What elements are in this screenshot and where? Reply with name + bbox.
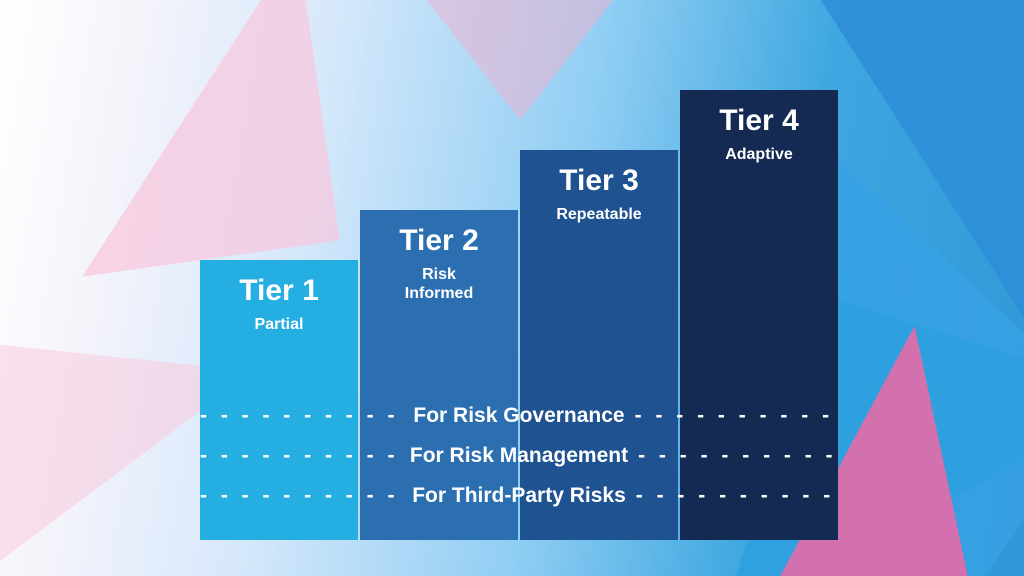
tier-bar-subtitle: Risk Informed (405, 265, 473, 303)
caption-dashes-right: - - - - - - - - - - - - - - - - - - - - … (636, 484, 838, 508)
tier-bars: Tier 1 Partial Tier 2 Risk Informed Tier 3 Re… (200, 90, 838, 540)
caption-dashes-left: - - - - - - - - - - - - - - - - - - - - … (200, 484, 402, 508)
tier-bar-title: Tier 1 (239, 274, 319, 307)
tier-bar-title: Tier 4 (719, 104, 799, 137)
caption-label: For Third-Party Risks (402, 484, 636, 508)
tier-bar-4: Tier 4 Adaptive (680, 90, 838, 540)
caption-dashes-right: - - - - - - - - - - - - - - - - - - - - … (638, 444, 838, 468)
caption-label: For Risk Management (400, 444, 638, 468)
caption-label: For Risk Governance (403, 404, 634, 428)
caption-row: - - - - - - - - - - - - - - - - - - - - … (200, 444, 838, 468)
caption-dashes-left: - - - - - - - - - - - - - - - - - - - - … (200, 404, 403, 428)
infographic-canvas: Tier 1 Partial Tier 2 Risk Informed Tier 3 Re… (0, 0, 1024, 576)
tier-bar-subtitle: Repeatable (556, 205, 641, 224)
caption-row: - - - - - - - - - - - - - - - - - - - - … (200, 404, 838, 428)
caption-row: - - - - - - - - - - - - - - - - - - - - … (200, 484, 838, 508)
tier-bar-title: Tier 3 (559, 164, 639, 197)
tier-bar-3: Tier 3 Repeatable (520, 150, 678, 540)
caption-dashes-right: - - - - - - - - - - - - - - - - - - - - … (635, 404, 838, 428)
tier-bar-title: Tier 2 (399, 224, 479, 257)
tier-bar-subtitle: Adaptive (725, 145, 793, 164)
caption-dashes-left: - - - - - - - - - - - - - - - - - - - - … (200, 444, 400, 468)
tier-bar-subtitle: Partial (255, 315, 304, 334)
